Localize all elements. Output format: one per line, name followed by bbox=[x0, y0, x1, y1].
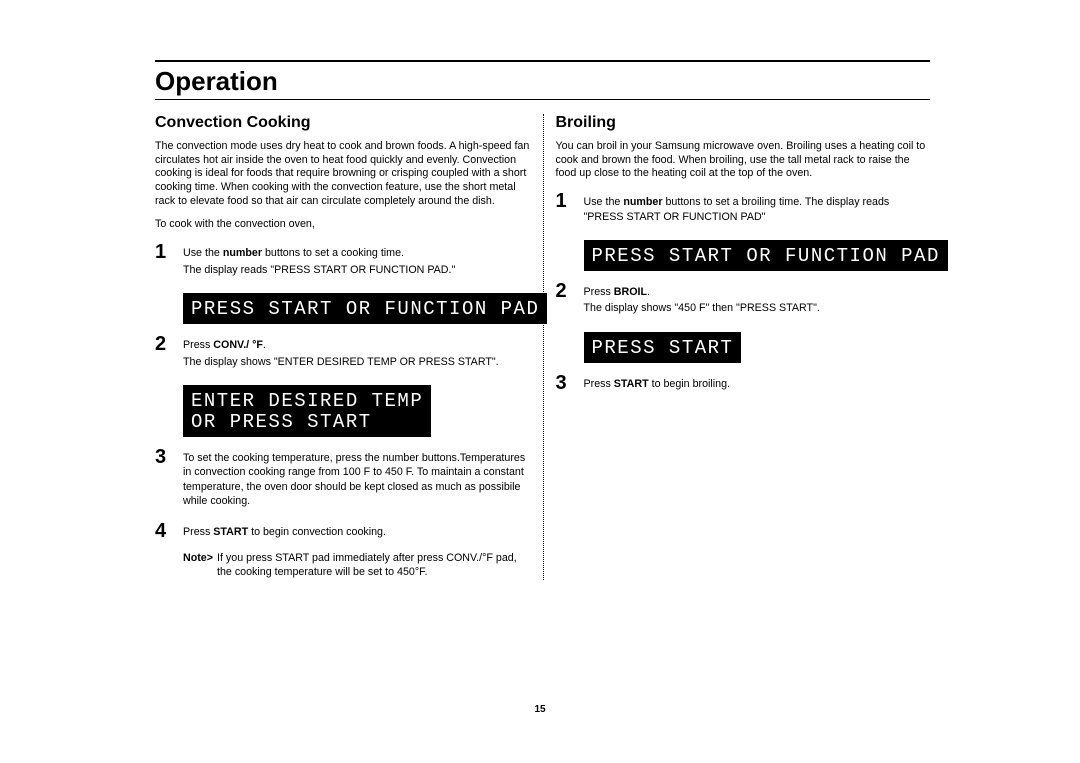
right-column: Broiling You can broil in your Samsung m… bbox=[544, 114, 932, 580]
step-row: 4 Press START to begin convection cookin… bbox=[155, 521, 531, 541]
step-number: 2 bbox=[556, 281, 574, 301]
step-number: 1 bbox=[155, 242, 173, 262]
display-line: OR PRESS START bbox=[191, 412, 423, 433]
note-text: If you press START pad immediately after… bbox=[217, 551, 531, 580]
step-text: Press bbox=[183, 526, 213, 538]
lcd-display: PRESS START OR FUNCTION PAD bbox=[584, 240, 948, 271]
display-line: PRESS START OR FUNCTION PAD bbox=[592, 246, 940, 267]
lcd-display: PRESS START OR FUNCTION PAD bbox=[183, 293, 547, 324]
step-bold: START bbox=[614, 378, 649, 390]
step-line2: The display reads "PRESS START OR FUNCTI… bbox=[183, 263, 531, 277]
step-text: To set the cooking temperature, press th… bbox=[183, 451, 531, 509]
step-text: buttons to set a cooking time. bbox=[262, 247, 404, 259]
step-bold: CONV./ °F bbox=[213, 339, 263, 351]
step-text: . bbox=[647, 286, 650, 298]
step-bold: START bbox=[213, 526, 248, 538]
step-body: Press CONV./ °F. The display shows "ENTE… bbox=[183, 334, 531, 371]
page-title: Operation bbox=[155, 66, 930, 97]
display-line: PRESS START bbox=[592, 338, 734, 359]
step-body: Press START to begin convection cooking. bbox=[183, 521, 531, 541]
section-heading-convection: Convection Cooking bbox=[155, 114, 531, 132]
step-number: 1 bbox=[556, 191, 574, 211]
content-columns: Convection Cooking The convection mode u… bbox=[155, 114, 930, 580]
step-bold: BROIL bbox=[614, 286, 647, 298]
title-underline bbox=[155, 99, 930, 100]
note-row: Note> If you press START pad immediately… bbox=[183, 551, 531, 580]
step-bold: number bbox=[623, 196, 662, 208]
step-text: Press bbox=[183, 339, 213, 351]
step-number: 3 bbox=[155, 447, 173, 467]
display-line: PRESS START OR FUNCTION PAD bbox=[191, 299, 539, 320]
left-column: Convection Cooking The convection mode u… bbox=[155, 114, 543, 580]
note-label: Note> bbox=[183, 551, 213, 580]
step-text: . bbox=[263, 339, 266, 351]
convection-steps: 1 Use the number buttons to set a cookin… bbox=[155, 242, 531, 579]
step-body: To set the cooking temperature, press th… bbox=[183, 447, 531, 511]
broiling-intro: You can broil in your Samsung microwave … bbox=[556, 140, 932, 181]
step-text: Use the bbox=[183, 247, 223, 259]
step-number: 3 bbox=[556, 373, 574, 393]
step-body: Use the number buttons to set a cooking … bbox=[183, 242, 531, 279]
step-number: 4 bbox=[155, 521, 173, 541]
step-row: 2 Press BROIL. The display shows "450 F"… bbox=[556, 281, 932, 318]
page-number: 15 bbox=[0, 704, 1080, 715]
step-row: 1 Use the number buttons to set a broili… bbox=[556, 191, 932, 226]
step-body: Press BROIL. The display shows "450 F" t… bbox=[584, 281, 932, 318]
step-row: 1 Use the number buttons to set a cookin… bbox=[155, 242, 531, 279]
step-row: 3 Press START to begin broiling. bbox=[556, 373, 932, 393]
step-text: Press bbox=[584, 286, 614, 298]
lcd-display: ENTER DESIRED TEMP OR PRESS START bbox=[183, 385, 431, 437]
step-line2: The display shows "ENTER DESIRED TEMP OR… bbox=[183, 355, 531, 369]
step-row: 2 Press CONV./ °F. The display shows "EN… bbox=[155, 334, 531, 371]
convection-intro: The convection mode uses dry heat to coo… bbox=[155, 140, 531, 208]
lcd-display: PRESS START bbox=[584, 332, 742, 363]
manual-page: Operation Convection Cooking The convect… bbox=[0, 0, 1080, 600]
step-row: 3 To set the cooking temperature, press … bbox=[155, 447, 531, 511]
step-line2: The display shows "450 F" then "PRESS ST… bbox=[584, 301, 932, 315]
step-text: to begin convection cooking. bbox=[248, 526, 386, 538]
step-number: 2 bbox=[155, 334, 173, 354]
section-heading-broiling: Broiling bbox=[556, 114, 932, 132]
convection-subintro: To cook with the convection oven, bbox=[155, 218, 531, 230]
step-text: to begin broiling. bbox=[649, 378, 730, 390]
step-body: Press START to begin broiling. bbox=[584, 373, 932, 393]
step-text: Use the bbox=[584, 196, 624, 208]
broiling-steps: 1 Use the number buttons to set a broili… bbox=[556, 191, 932, 393]
step-bold: number bbox=[223, 247, 262, 259]
step-text: Press bbox=[584, 378, 614, 390]
top-rule bbox=[155, 60, 930, 62]
step-body: Use the number buttons to set a broiling… bbox=[584, 191, 932, 226]
display-line: ENTER DESIRED TEMP bbox=[191, 391, 423, 412]
